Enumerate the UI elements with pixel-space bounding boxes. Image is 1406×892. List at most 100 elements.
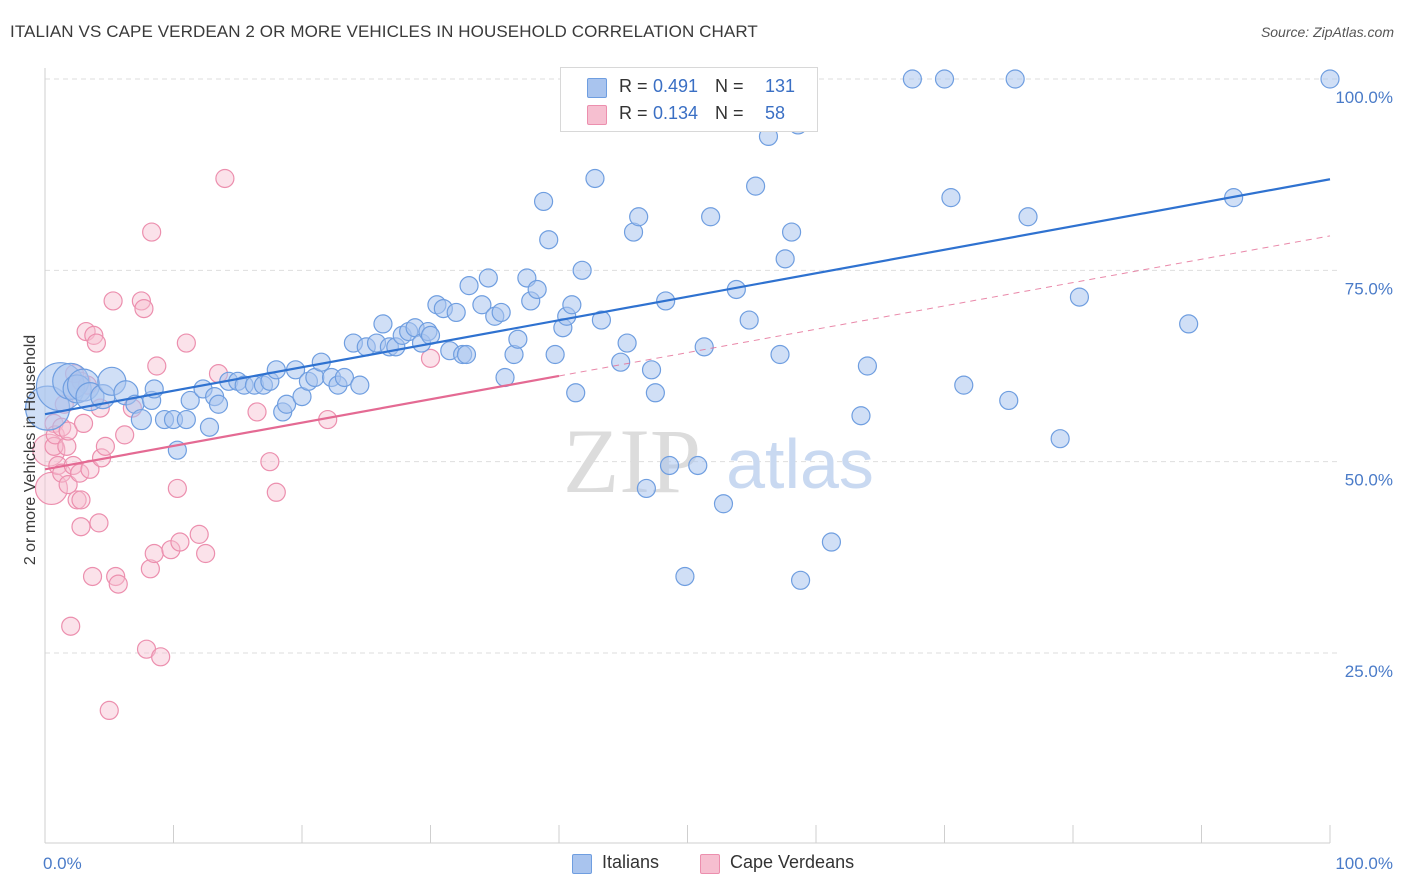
italians-point: [1320, 69, 1340, 89]
italians-point: [539, 230, 559, 250]
cape-verdeans-point: [73, 413, 94, 433]
legend-swatch-cape-verdeans: [587, 105, 607, 125]
source-attribution: Source: ZipAtlas.com: [1260, 24, 1394, 40]
italians-point: [857, 356, 878, 376]
italians-point: [739, 310, 759, 330]
cape-verdeans-point: [103, 291, 123, 311]
x-tick-label: 100.0%: [1335, 854, 1393, 873]
italians-point: [645, 383, 665, 403]
italians-point: [694, 337, 714, 357]
cape-verdeans-point: [167, 478, 187, 499]
cape-verdeans-point: [70, 463, 90, 483]
legend-n-label: N =: [715, 76, 744, 96]
y-tick-label: 25.0%: [1345, 662, 1393, 681]
grid-lines: [45, 78, 1338, 654]
italians-point: [446, 302, 466, 323]
italians-point: [199, 417, 220, 437]
cape-verdeans-point: [71, 490, 91, 510]
watermark-atlas: atlas: [726, 425, 874, 503]
italians-point: [636, 478, 656, 499]
cape-verdeans-swatch: [700, 854, 720, 874]
y-tick-label: 75.0%: [1345, 279, 1393, 298]
cape-verdeans-point: [260, 452, 280, 472]
italians-point: [611, 352, 631, 372]
cape-verdeans-point: [144, 543, 164, 564]
cape-verdeans-point: [84, 325, 104, 345]
italians-point: [566, 383, 586, 403]
cape-verdeans-point: [170, 532, 190, 552]
cape-verdeans-point: [215, 168, 235, 189]
y-tick-label: 50.0%: [1345, 471, 1393, 490]
axes: [44, 68, 1331, 844]
legend-n-value: 131: [765, 76, 796, 96]
watermark: ZIP atlas: [563, 410, 874, 512]
cape-verdeans-point: [131, 291, 151, 311]
cape-verdeans-point: [89, 513, 109, 533]
cape-verdeans-trend-line: [44, 374, 560, 471]
cape-verdeans-point: [196, 543, 216, 564]
italians-point: [562, 295, 582, 315]
trend-lines: [44, 178, 1331, 471]
cape-verdeans-point: [58, 421, 78, 441]
cape-verdeans-point: [61, 616, 81, 636]
cape-verdeans-point: [58, 475, 78, 495]
legend-r-value: 0.491: [653, 76, 699, 96]
italians-point: [585, 168, 605, 189]
cape-verdeans-point: [99, 700, 119, 721]
cape-verdeans-point: [147, 356, 167, 376]
italians-point: [472, 295, 492, 315]
watermark-zip: ZIP: [563, 410, 701, 512]
italians-point: [781, 222, 802, 242]
italians-point: [527, 279, 547, 300]
italians-point: [459, 276, 479, 296]
cape-verdeans-point: [134, 299, 154, 319]
italians-point: [746, 176, 766, 196]
cape-verdeans-point: [106, 566, 126, 587]
legend-r-label: R =: [619, 76, 648, 96]
cape-verdeans-point: [86, 333, 107, 353]
legend-r-value: 0.134: [653, 103, 699, 123]
cape-verdeans-point: [420, 348, 441, 368]
italians-point: [373, 314, 393, 334]
x-tick-label: 0.0%: [43, 854, 82, 873]
italians-point: [1005, 69, 1025, 89]
italians-point: [130, 408, 152, 431]
italians-point: [334, 367, 355, 388]
italians-point: [591, 310, 612, 330]
italians-point: [617, 333, 637, 353]
italians-point: [641, 360, 662, 380]
y-tick-label: 100.0%: [1335, 88, 1393, 107]
italians-point: [1069, 287, 1090, 307]
italians-point: [659, 455, 680, 476]
italians-point: [821, 532, 842, 552]
italians-point: [456, 344, 477, 365]
italians-point: [1179, 314, 1199, 334]
italians-point: [941, 188, 961, 208]
cape-verdeans-point: [108, 574, 128, 594]
cape-verdeans-point: [57, 436, 77, 456]
italians-point: [775, 249, 795, 269]
cape-verdeans-point: [151, 647, 171, 667]
italians-trend-line: [44, 178, 1331, 416]
cape-verdeans-point: [142, 222, 162, 242]
italians-point: [180, 390, 200, 411]
italians-point: [688, 455, 708, 476]
cape-verdeans-label: Cape Verdeans: [730, 852, 855, 872]
italians-point: [572, 260, 592, 280]
italians-point: [545, 344, 565, 365]
italians-point: [851, 406, 871, 426]
cape-verdeans-points: [32, 168, 441, 721]
italians-point: [533, 191, 554, 212]
legend-swatch-italians: [587, 78, 607, 98]
legend-n-label: N =: [715, 103, 744, 123]
italians-point: [478, 268, 498, 288]
chart-title: ITALIAN VS CAPE VERDEAN 2 OR MORE VEHICL…: [10, 22, 758, 41]
italians-point: [790, 570, 811, 590]
italians-point: [176, 409, 196, 430]
italians-point: [276, 394, 297, 414]
italians-point: [208, 394, 229, 414]
italians-point: [1050, 429, 1070, 449]
legend-r-label: R =: [619, 103, 648, 123]
cape-verdeans-point: [115, 425, 135, 445]
